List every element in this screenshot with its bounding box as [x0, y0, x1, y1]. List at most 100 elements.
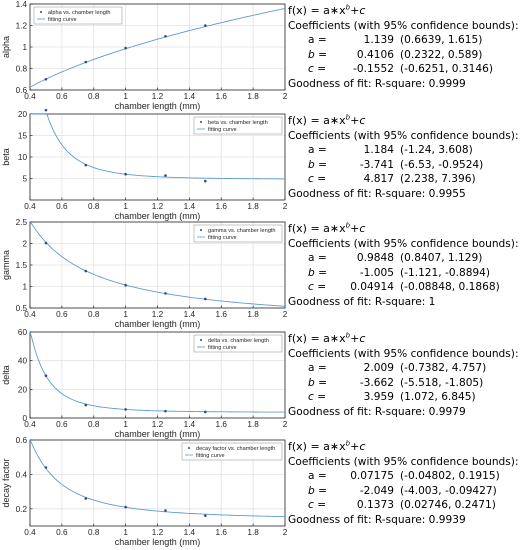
goodness-of-fit: Goodness of fit: R-square: 0.9955 [288, 187, 466, 200]
x-axis-label: chamber length (mm) [115, 319, 201, 329]
fit-result-2: f(x) = a∗xb+c Coefficients (with 95% conf… [288, 114, 520, 202]
x-tick-label: 1.8 [247, 202, 259, 211]
x-tick-label: 2 [283, 92, 288, 101]
equation-text: f(x) = a∗x [288, 114, 346, 127]
y-tick-label: 5 [22, 175, 27, 184]
y-axis-label: decay factor [1, 458, 11, 507]
legend-box [193, 224, 283, 243]
fit-equation: f(x) = a∗xb+c [288, 4, 520, 19]
legend-marker [200, 121, 202, 123]
fitting-curve-line [30, 114, 285, 180]
coefficient-name: b = [308, 158, 327, 171]
fitting-curve-line [30, 440, 285, 518]
coefficient-row: a = 2.009 (-0.7382, 4.757) [288, 361, 520, 376]
x-axis-label: chamber length (mm) [115, 537, 201, 547]
coefficient-bounds: (-1.121, -0.8894) [400, 266, 491, 279]
data-point [124, 172, 127, 176]
coefficient-row: b = -3.741 (-6.53, -0.9524) [288, 158, 520, 173]
data-point [204, 179, 207, 183]
legend-entry-data: delta vs. chamber length [208, 338, 269, 344]
equation-text: f(x) = a∗x [288, 440, 346, 453]
coefficient-value: -0.1552 [353, 63, 394, 76]
y-tick-label: 0.6 [16, 436, 28, 445]
coefficient-value: 3.959 [363, 391, 394, 404]
x-tick-label: 1.4 [184, 420, 196, 429]
coefficient-bounds: (-0.04802, 0.1915) [400, 470, 500, 483]
legend-marker [188, 447, 190, 449]
coefficients-heading: Coefficients (with 95% confidence bounds… [288, 237, 519, 250]
coefficient-bounds: (-0.6251, 0.3146) [400, 63, 493, 76]
x-tick-label: 1.8 [247, 528, 259, 537]
fit-equation: f(x) = a∗xb+c [288, 440, 520, 455]
x-tick-label: 1 [123, 92, 128, 101]
data-point [84, 163, 88, 167]
coefficient-bounds: (-1.24, 3.608) [400, 144, 473, 157]
chart-1: 0.4 0.6 0.8 1 1.2 1.4 1.6 1.8 20.60.811.21.4cham… [1, 0, 288, 111]
coefficients-heading: Coefficients (with 95% confidence bounds… [288, 455, 519, 468]
equation-exponent: b [345, 439, 351, 448]
fitting-curve-line [30, 222, 285, 307]
coefficient-row: c = 3.959 (1.072, 6.845) [288, 390, 520, 405]
coefficient-bounds: (0.6639, 1.615) [400, 34, 483, 47]
legend-marker [200, 339, 202, 341]
equation-exponent: b [345, 221, 351, 230]
x-tick-label: 2 [283, 310, 288, 319]
x-tick-label: 1 [123, 310, 128, 319]
coefficient-row: b = 0.4106 (0.2322, 0.589) [288, 48, 520, 63]
x-tick-label: 1 [123, 528, 128, 537]
x-tick-label: 0.4 [24, 420, 36, 429]
coefficient-bounds: (0.2322, 0.589) [400, 48, 483, 61]
coefficient-name: c = [308, 499, 327, 512]
x-tick-label: 1.2 [152, 310, 164, 319]
fit-result-1: f(x) = a∗xb+c Coefficients (with 95% conf… [288, 4, 520, 92]
data-point [84, 60, 88, 64]
coefficient-name: a = [308, 144, 327, 157]
coefficient-name: c = [308, 281, 327, 294]
x-tick-label: 1.2 [152, 528, 164, 537]
data-point [124, 505, 127, 509]
data-point [84, 403, 88, 407]
x-tick-label: 0.6 [56, 92, 68, 101]
goodness-of-fit: Goodness of fit: R-square: 0.9999 [288, 77, 466, 90]
x-tick-label: 0.6 [56, 420, 68, 429]
x-tick-label: 1.8 [247, 92, 259, 101]
data-point [124, 408, 127, 411]
legend-marker [40, 11, 42, 13]
coefficient-bounds: (-4.003, -0.09427) [400, 484, 497, 497]
x-tick-label: 0.4 [24, 202, 36, 211]
y-tick-label: 0.4 [16, 470, 28, 479]
x-tick-label: 1.2 [152, 202, 164, 211]
coefficient-row: c = -0.1552 (-0.6251, 0.3146) [288, 62, 520, 77]
x-tick-label: 0.8 [88, 528, 100, 537]
x-tick-label: 1.6 [216, 202, 228, 211]
x-axis-label: chamber length (mm) [115, 211, 201, 221]
data-point [44, 108, 48, 112]
y-tick-label: 20 [18, 110, 28, 119]
coefficient-bounds: (0.02746, 0.2471) [400, 499, 496, 512]
x-tick-label: 1.4 [184, 310, 196, 319]
fit-equation: f(x) = a∗xb+c [288, 222, 520, 237]
goodness-of-fit: Goodness of fit: R-square: 0.9979 [288, 405, 466, 418]
coefficient-row: a = 0.9848 (0.8407, 1.129) [288, 251, 520, 266]
coefficient-value: 1.139 [363, 34, 394, 47]
legend-entry-fit: fitting curve [196, 453, 225, 459]
equation-tail: +c [350, 4, 366, 17]
coefficient-bounds: (0.8407, 1.129) [400, 252, 483, 265]
coefficient-row: c = 0.04914 (-0.08848, 0.1868) [288, 280, 520, 295]
coefficient-value: 0.04914 [350, 281, 394, 294]
x-tick-label: 1.6 [216, 92, 228, 101]
x-tick-label: 1 [123, 420, 128, 429]
coefficient-value: -3.662 [359, 376, 394, 389]
y-tick-label: 0.2 [16, 505, 28, 514]
data-point [84, 497, 88, 500]
coefficients-heading: Coefficients (with 95% confidence bounds… [288, 19, 519, 32]
coefficient-value: 1.184 [363, 144, 394, 157]
x-tick-label: 0.4 [24, 310, 36, 319]
equation-exponent: b [345, 3, 351, 12]
coefficient-row: b = -2.049 (-4.003, -0.09427) [288, 484, 520, 499]
y-tick-label: 20 [18, 385, 28, 394]
y-tick-label: 60 [18, 328, 28, 337]
coefficient-value: 2.009 [363, 362, 394, 375]
